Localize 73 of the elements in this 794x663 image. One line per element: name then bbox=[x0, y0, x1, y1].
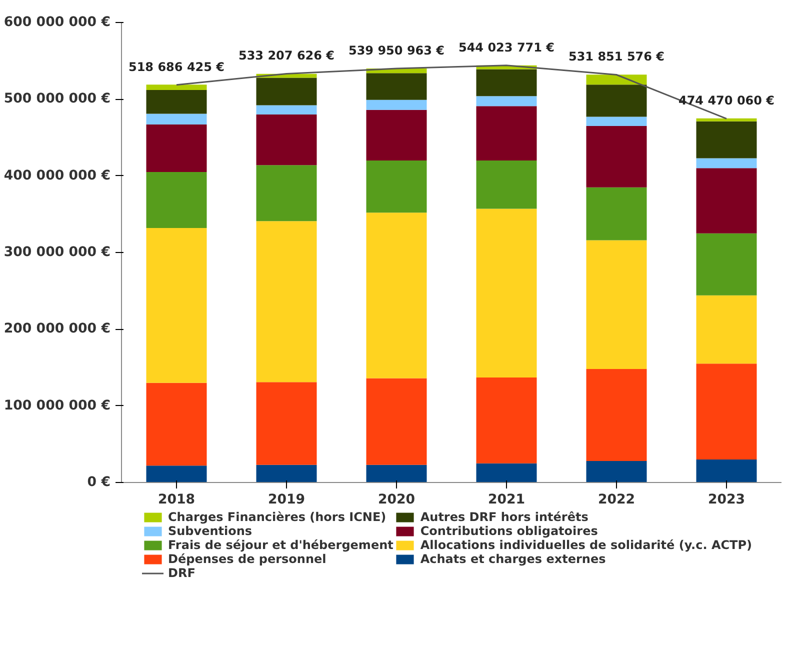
bar bbox=[696, 121, 757, 158]
legend-label: DRF bbox=[168, 566, 196, 580]
legend-label: Contributions obligatoires bbox=[420, 524, 598, 538]
y-tick-label: 100 000 000 € bbox=[4, 398, 111, 414]
bar bbox=[146, 228, 207, 383]
y-tick-label: 400 000 000 € bbox=[4, 168, 111, 184]
bar bbox=[366, 160, 427, 213]
legend-label: Charges Financières (hors ICNE) bbox=[168, 510, 386, 524]
bar bbox=[366, 73, 427, 100]
data-label: 531 851 576 € bbox=[568, 50, 665, 64]
bar bbox=[586, 126, 647, 188]
bar bbox=[146, 90, 207, 114]
legend-label: Subventions bbox=[168, 524, 252, 538]
bar bbox=[256, 221, 317, 382]
bar bbox=[696, 460, 757, 482]
bar bbox=[256, 464, 317, 482]
bar bbox=[476, 377, 537, 464]
bar bbox=[696, 233, 757, 296]
bar bbox=[696, 118, 757, 122]
y-tick-label: 600 000 000 € bbox=[4, 15, 111, 30]
bar bbox=[476, 96, 537, 106]
x-tick-label: 2020 bbox=[378, 492, 416, 508]
bar bbox=[146, 124, 207, 172]
bar bbox=[476, 69, 537, 96]
x-tick-label: 2022 bbox=[598, 492, 636, 508]
bar bbox=[476, 463, 537, 482]
bar bbox=[256, 78, 317, 106]
bar bbox=[366, 464, 427, 482]
bar bbox=[256, 382, 317, 465]
bar bbox=[586, 116, 647, 126]
bar bbox=[586, 369, 647, 462]
bar bbox=[146, 466, 207, 482]
bar bbox=[366, 110, 427, 160]
y-tick-label: 200 000 000 € bbox=[4, 322, 111, 337]
x-tick-label: 2023 bbox=[708, 492, 746, 508]
data-label: 533 207 626 € bbox=[238, 48, 335, 63]
x-tick-label: 2021 bbox=[488, 492, 526, 508]
bar bbox=[146, 382, 207, 466]
legend-label: Allocations individuelles de solidarité (y.c. ACTP) bbox=[420, 538, 752, 552]
legend-label: Autres DRF hors intérêts bbox=[420, 510, 588, 524]
bar bbox=[586, 187, 647, 240]
bar bbox=[476, 160, 537, 209]
bar bbox=[586, 84, 647, 117]
legend-label: Dépenses de personnel bbox=[168, 552, 326, 566]
bar bbox=[586, 240, 647, 370]
bar bbox=[696, 295, 757, 364]
bar bbox=[146, 114, 207, 124]
bar bbox=[256, 165, 317, 222]
bar bbox=[476, 106, 537, 160]
bar bbox=[366, 212, 427, 378]
data-label: 518 686 425 € bbox=[128, 60, 225, 74]
bar bbox=[586, 461, 647, 482]
y-tick-label: 0 € bbox=[87, 475, 111, 490]
y-tick-label: 500 000 000 € bbox=[4, 92, 111, 107]
data-label: 539 950 963 € bbox=[348, 44, 445, 58]
x-tick-label: 2019 bbox=[268, 492, 306, 508]
bar bbox=[256, 105, 317, 114]
bar bbox=[366, 100, 427, 110]
bar bbox=[586, 74, 647, 85]
bar bbox=[696, 168, 757, 234]
bar bbox=[256, 114, 317, 166]
bar bbox=[366, 378, 427, 465]
bar bbox=[476, 208, 537, 378]
y-tick-label: 300 000 000 € bbox=[4, 245, 111, 260]
data-label: 544 023 771 € bbox=[458, 40, 555, 54]
legend-label: Achats et charges externes bbox=[420, 552, 606, 566]
data-label: 474 470 060 € bbox=[678, 94, 775, 108]
x-tick-label: 2018 bbox=[158, 492, 196, 508]
legend-label: Frais de séjour et d'hébergement bbox=[168, 538, 394, 552]
bar bbox=[146, 172, 207, 228]
bar bbox=[696, 364, 757, 460]
bar bbox=[146, 84, 207, 90]
bar bbox=[696, 158, 757, 168]
